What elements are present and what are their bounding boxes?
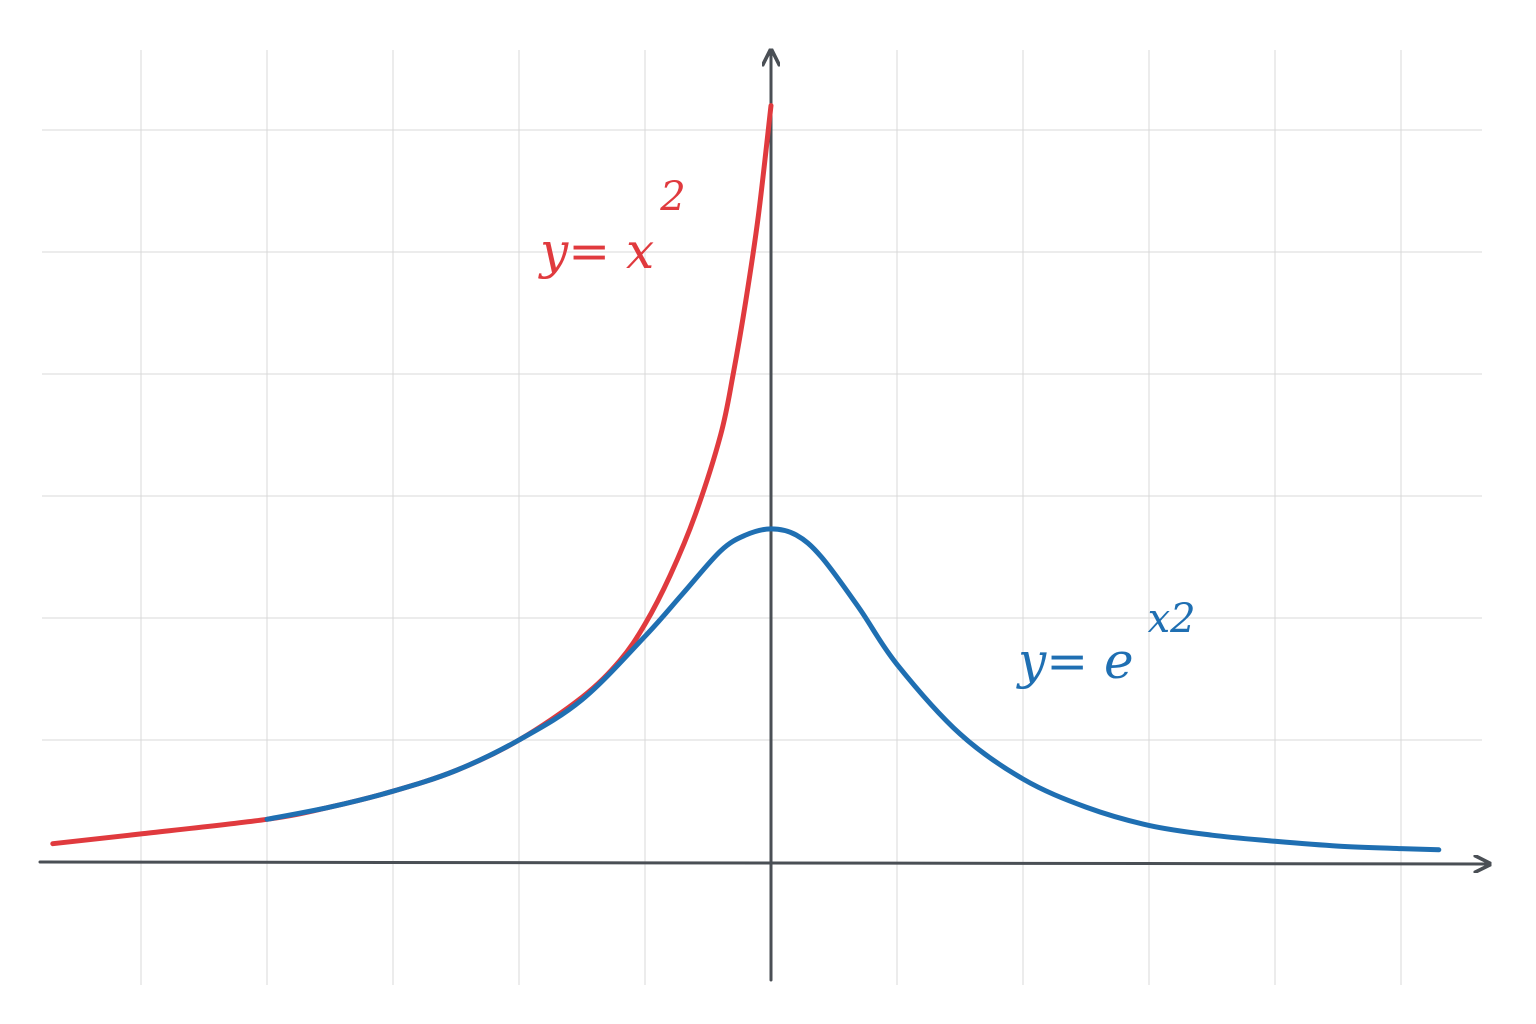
grid: [42, 50, 1482, 985]
curves: [50, 103, 1442, 853]
series-blue-curve: [264, 526, 1442, 853]
curve-labels: y= x2 y= e x2: [538, 174, 1196, 690]
label-blue-curve-exponent: x2: [1148, 596, 1196, 642]
label-blue-curve-text: y= e: [1016, 632, 1134, 690]
label-red-curve-text: y= x: [538, 222, 654, 280]
label-red-curve-exponent: 2: [659, 174, 685, 220]
x-axis: [38, 862, 1488, 864]
label-blue-curve: y= e x2: [1016, 596, 1196, 690]
axes: [38, 52, 1488, 982]
label-red-curve: y= x2: [538, 174, 686, 280]
